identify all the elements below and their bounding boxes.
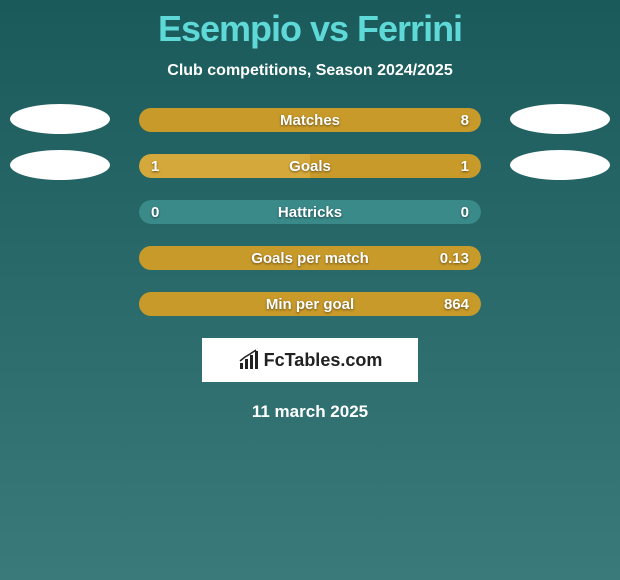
stat-value-left: 1 xyxy=(151,158,159,175)
stat-label: Min per goal xyxy=(266,296,354,313)
stat-rows-container: Matches 8 1 Goals 1 0 Hattricks 0 Goals per matc… xyxy=(0,108,620,316)
stat-row: Goals per match 0.13 xyxy=(0,246,620,270)
stat-row: Matches 8 xyxy=(0,108,620,132)
team-flag-right xyxy=(510,104,610,134)
page-title: Esempio vs Ferrini xyxy=(0,8,620,50)
bar-chart-icon xyxy=(238,349,260,371)
subtitle: Club competitions, Season 2024/2025 xyxy=(0,62,620,80)
stat-label: Goals xyxy=(289,158,331,175)
team-flag-left xyxy=(10,104,110,134)
stat-bar: 0 Hattricks 0 xyxy=(139,200,481,224)
stat-bar: 1 Goals 1 xyxy=(139,154,481,178)
source-logo[interactable]: FcTables.com xyxy=(202,338,418,382)
stat-label: Hattricks xyxy=(278,204,342,221)
stat-bar: Matches 8 xyxy=(139,108,481,132)
stat-row: 1 Goals 1 xyxy=(0,154,620,178)
stat-label: Goals per match xyxy=(251,250,369,267)
stat-label: Matches xyxy=(280,112,340,129)
team-flag-right xyxy=(510,150,610,180)
stat-value-right: 864 xyxy=(444,296,469,313)
stat-value-right: 0 xyxy=(461,204,469,221)
stat-bar: Min per goal 864 xyxy=(139,292,481,316)
stat-row: 0 Hattricks 0 xyxy=(0,200,620,224)
date-label: 11 march 2025 xyxy=(0,402,620,422)
logo-text: FcTables.com xyxy=(264,350,383,371)
stat-value-right: 0.13 xyxy=(440,250,469,267)
comparison-card: Esempio vs Ferrini Club competitions, Se… xyxy=(0,0,620,422)
stat-value-left: 0 xyxy=(151,204,159,221)
team-flag-left xyxy=(10,150,110,180)
stat-value-right: 8 xyxy=(461,112,469,129)
stat-bar: Goals per match 0.13 xyxy=(139,246,481,270)
stat-row: Min per goal 864 xyxy=(0,292,620,316)
stat-value-right: 1 xyxy=(461,158,469,175)
bar-fill-right xyxy=(310,154,481,178)
bar-fill-left xyxy=(139,154,310,178)
